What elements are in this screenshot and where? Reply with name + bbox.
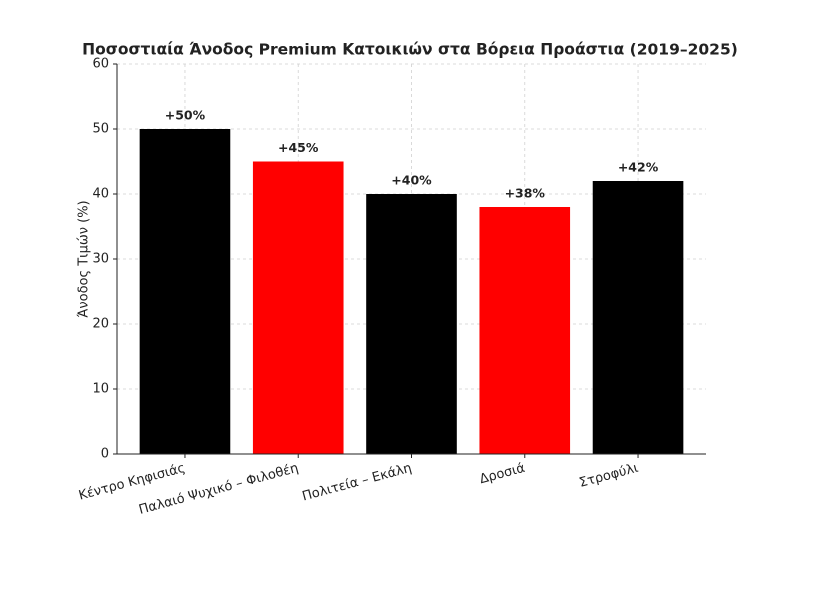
bar (139, 129, 231, 454)
bar (479, 207, 571, 454)
bar (252, 161, 344, 454)
y-tick-label: 40 (92, 187, 109, 202)
y-axis-label: Άνοδος Τιμών (%) (77, 200, 92, 317)
chart-title: Ποσοστιαία Άνοδος Premium Κατοικιών στα … (82, 41, 738, 59)
x-tick-label: Πολιτεία – Εκάλη (301, 461, 414, 505)
x-tick-label: Στροφύλι (578, 461, 640, 491)
value-label: +38% (505, 186, 546, 201)
x-tick-label: Δροσιά (478, 461, 527, 487)
value-label: +45% (278, 140, 319, 155)
value-label: +40% (391, 173, 432, 188)
value-label: +50% (165, 108, 206, 123)
y-tick-label: 60 (92, 57, 109, 72)
value-label: +42% (618, 160, 659, 175)
y-tick-label: 20 (92, 317, 109, 332)
y-tick-label: 0 (101, 447, 109, 462)
bar (592, 181, 684, 454)
y-tick-label: 50 (92, 122, 109, 137)
y-tick-label: 30 (92, 252, 109, 267)
bar (366, 194, 457, 454)
y-tick-label: 10 (92, 382, 109, 397)
